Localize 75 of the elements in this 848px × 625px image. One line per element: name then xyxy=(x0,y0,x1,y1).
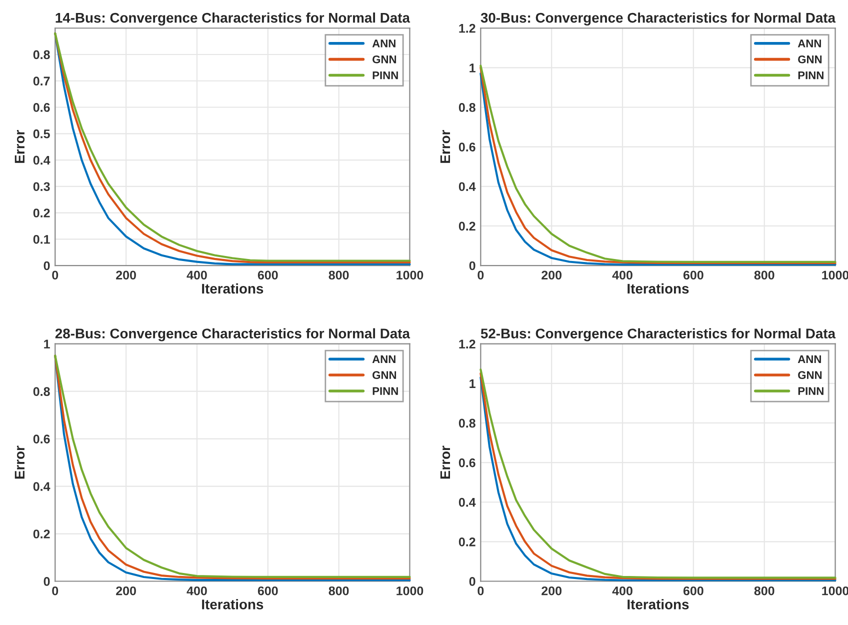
x-tick-label: 800 xyxy=(328,270,349,280)
y-tick-label: 0.1 xyxy=(33,234,50,244)
legend-label: ANN xyxy=(798,40,821,48)
y-tick-label: 0.6 xyxy=(33,434,50,444)
legend-label: PINN xyxy=(798,71,824,80)
x-tick-label: 600 xyxy=(258,586,278,596)
y-tick-label: 0.4 xyxy=(33,156,50,165)
legend-label: ANN xyxy=(798,355,821,364)
y-tick-label: 0.2 xyxy=(458,222,476,231)
legend-label: GNN xyxy=(798,371,822,380)
y-tick-label: 0.8 xyxy=(33,50,50,60)
x-tick-label: 400 xyxy=(186,586,207,596)
y-tick-label: 1 xyxy=(470,379,476,388)
y-tick-label: 0.5 xyxy=(33,129,50,138)
legend-label: GNN xyxy=(372,55,396,64)
y-tick-label: 0.6 xyxy=(458,458,476,468)
y-tick-label: 0.4 xyxy=(458,498,476,507)
x-tick-label: 200 xyxy=(116,586,136,596)
x-tick-label: 800 xyxy=(328,586,349,596)
x-axis-title: Iterations xyxy=(628,283,689,294)
y-axis-title: Error xyxy=(14,130,25,163)
y-tick-label: 0 xyxy=(469,577,476,586)
x-tick-label: 0 xyxy=(52,586,58,596)
x-tick-label: 0 xyxy=(478,586,484,596)
y-tick-label: 0.2 xyxy=(458,537,476,546)
chart-title: 28-Bus: Convergence Characteristics for Normal Data xyxy=(55,328,410,342)
y-tick-label: 0.2 xyxy=(33,530,50,538)
x-tick-label: 600 xyxy=(683,586,704,596)
y-tick-label: 0.6 xyxy=(33,103,50,112)
x-tick-label: 800 xyxy=(754,270,774,280)
legend-label: ANN xyxy=(372,355,396,364)
x-tick-label: 400 xyxy=(612,270,632,280)
y-tick-label: 0 xyxy=(44,577,50,586)
legend-label: ANN xyxy=(372,40,396,48)
x-tick-label: 800 xyxy=(754,586,774,596)
chart-title: 52-Bus: Convergence Characteristics for Normal Data xyxy=(480,328,836,342)
y-tick-label: 0.8 xyxy=(458,418,476,428)
x-tick-label: 200 xyxy=(542,586,562,596)
y-tick-label: 0.8 xyxy=(33,387,50,396)
x-tick-label: 0 xyxy=(52,270,58,280)
y-tick-label: 0.8 xyxy=(458,103,476,112)
x-tick-label: 600 xyxy=(683,270,704,280)
chart-title: 30-Bus: Convergence Characteristics for Normal Data xyxy=(480,12,836,26)
chart-title: 14-Bus: Convergence Characteristics for Normal Data xyxy=(56,12,410,26)
y-tick-label: 1 xyxy=(470,64,476,72)
x-axis-title: Iterations xyxy=(202,283,264,294)
x-tick-label: 400 xyxy=(186,270,207,280)
x-tick-label: 1000 xyxy=(396,270,424,280)
y-axis-title: Error xyxy=(440,130,450,163)
legend-label: PINN xyxy=(798,387,824,395)
legend-label: PINN xyxy=(372,71,398,80)
y-axis-title: Error xyxy=(14,446,25,479)
x-tick-label: 200 xyxy=(542,270,562,280)
x-tick-label: 400 xyxy=(612,586,632,596)
y-tick-label: 1.2 xyxy=(459,24,476,33)
y-tick-label: 0.6 xyxy=(458,142,476,152)
y-tick-label: 0.3 xyxy=(33,182,50,192)
y-tick-label: 1.2 xyxy=(459,340,476,348)
x-tick-label: 200 xyxy=(116,270,136,280)
y-tick-label: 0 xyxy=(44,261,50,270)
x-tick-label: 1000 xyxy=(396,586,424,596)
y-tick-label: 0.4 xyxy=(458,182,476,192)
legend-label: GNN xyxy=(372,371,396,380)
y-tick-label: 0.7 xyxy=(33,76,50,86)
x-tick-label: 600 xyxy=(258,270,278,280)
y-tick-label: 0.4 xyxy=(33,482,50,491)
x-axis-title: Iterations xyxy=(628,599,689,610)
x-axis-title: Iterations xyxy=(202,599,264,610)
y-tick-label: 0.2 xyxy=(33,208,50,218)
legend-label: GNN xyxy=(798,55,822,64)
legend-label: PINN xyxy=(372,387,398,395)
y-axis-title: Error xyxy=(440,446,450,479)
x-tick-label: 0 xyxy=(478,270,484,280)
y-tick-label: 1 xyxy=(44,340,50,348)
y-tick-label: 0 xyxy=(469,261,476,270)
